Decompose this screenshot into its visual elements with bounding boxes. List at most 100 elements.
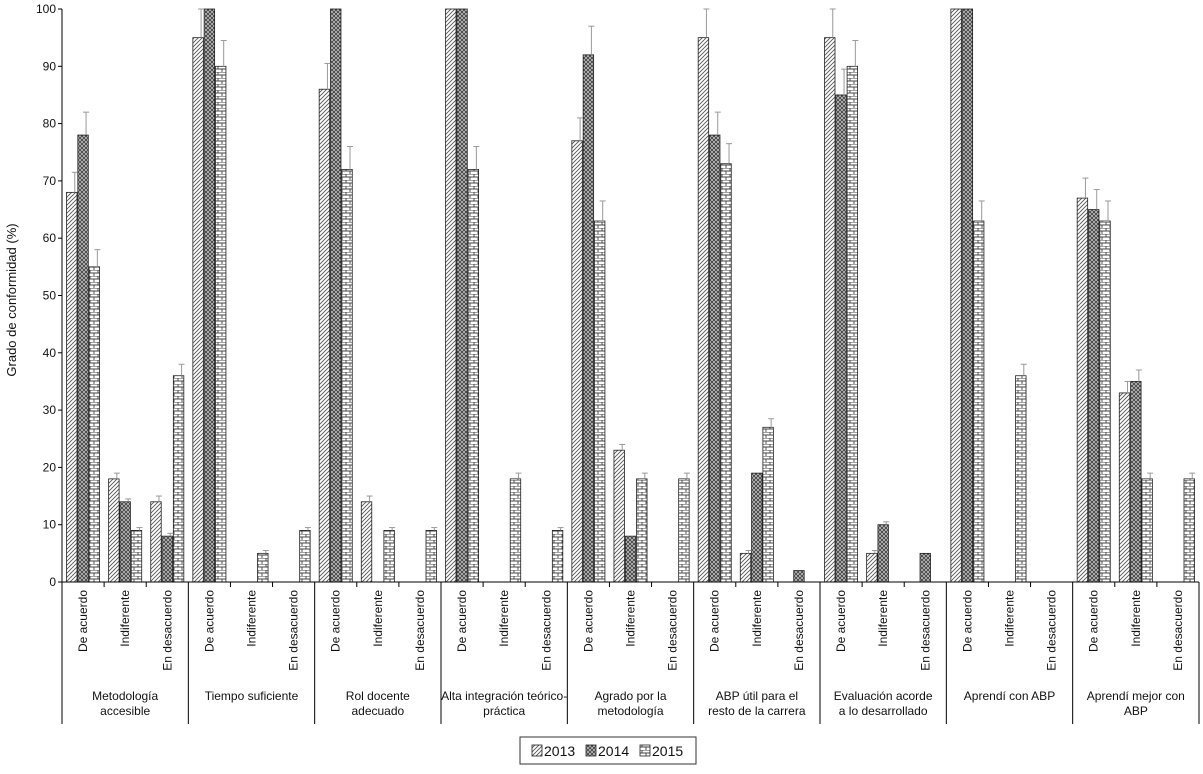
legend-label: 2014 bbox=[598, 743, 629, 759]
bar-2014 bbox=[877, 524, 889, 583]
response-label: De acuerdo bbox=[708, 590, 722, 652]
y-tick-label: 40 bbox=[43, 346, 57, 360]
group-label: Evaluación acorde bbox=[834, 689, 933, 703]
response-label: De acuerdo bbox=[76, 590, 90, 652]
bar-2015 bbox=[130, 530, 143, 583]
bar-2014 bbox=[919, 552, 931, 583]
error-bars bbox=[71, 8, 1196, 554]
response-label: Indiferente bbox=[1129, 590, 1143, 647]
legend-box bbox=[519, 736, 697, 765]
response-label: De acuerdo bbox=[1087, 590, 1101, 652]
bar-2015 bbox=[636, 478, 648, 583]
response-label: En desacuerdo bbox=[918, 590, 932, 671]
response-label: En desacuerdo bbox=[413, 590, 427, 671]
bar-2014 bbox=[961, 8, 974, 583]
group-label: resto de la carrera bbox=[708, 704, 806, 718]
group-label: metodología bbox=[597, 704, 663, 718]
bar-2015 bbox=[383, 530, 395, 583]
bar-2015 bbox=[762, 426, 774, 583]
y-tick-label: 100 bbox=[36, 2, 56, 16]
response-label: De acuerdo bbox=[834, 590, 848, 652]
bar-2014 bbox=[456, 8, 468, 583]
bar-2015 bbox=[467, 169, 480, 583]
response-label: Indiferente bbox=[371, 590, 385, 647]
response-label: Indiferente bbox=[118, 590, 132, 647]
bar-2014 bbox=[624, 535, 637, 583]
group-label: Metodología bbox=[92, 689, 158, 703]
group-label: Agrado por la bbox=[594, 689, 666, 703]
bar-2015 bbox=[509, 478, 522, 583]
response-label: En desacuerdo bbox=[539, 590, 553, 671]
bar-2015 bbox=[215, 65, 227, 583]
y-tick-label: 0 bbox=[49, 575, 56, 589]
bar-2015 bbox=[720, 163, 732, 583]
bar-2014 bbox=[330, 8, 342, 583]
bar-2014 bbox=[161, 535, 173, 583]
bar-2014 bbox=[203, 8, 216, 583]
response-label: Indiferente bbox=[245, 590, 259, 647]
group-label: accesible bbox=[100, 704, 150, 718]
group-label: Aprendí con ABP bbox=[964, 689, 1055, 703]
bar-2014 bbox=[77, 134, 89, 583]
y-axis-label: Grado de conformidad (%) bbox=[4, 223, 19, 376]
y-tick-label: 90 bbox=[43, 59, 57, 73]
response-label: En desacuerdo bbox=[1045, 590, 1059, 671]
bar-2014 bbox=[835, 94, 847, 583]
bar-2013 bbox=[150, 501, 162, 583]
response-label: Indiferente bbox=[876, 590, 890, 647]
y-tick-label: 50 bbox=[43, 289, 57, 303]
group-label: Tiempo suficiente bbox=[205, 689, 299, 703]
legend-label: 2015 bbox=[652, 743, 683, 759]
bar-2013 bbox=[739, 552, 752, 583]
group-label: adecuado bbox=[351, 704, 404, 718]
response-label: Indiferente bbox=[497, 590, 511, 647]
y-tick-label: 10 bbox=[43, 518, 57, 532]
bar-2015 bbox=[551, 530, 564, 583]
legend-swatch-2014 bbox=[585, 744, 597, 757]
group-label: ABP útil para el bbox=[716, 689, 799, 703]
bar-2013 bbox=[66, 191, 78, 583]
response-label: Indiferente bbox=[750, 590, 764, 647]
bar-2013 bbox=[950, 8, 962, 583]
legend-swatch-2015 bbox=[639, 744, 651, 757]
response-label: En desacuerdo bbox=[792, 590, 806, 671]
bar-2014 bbox=[1130, 381, 1142, 583]
response-label: De acuerdo bbox=[329, 590, 343, 652]
bar-2015 bbox=[299, 530, 311, 583]
legend-label: 2013 bbox=[544, 743, 575, 759]
bar-2014 bbox=[582, 54, 595, 583]
bar-2013 bbox=[1118, 392, 1131, 583]
legend-swatch-2013 bbox=[531, 744, 543, 757]
bars bbox=[66, 8, 1195, 583]
bar-2015 bbox=[846, 65, 859, 583]
bar-2015 bbox=[172, 375, 185, 583]
response-label: En desacuerdo bbox=[1171, 590, 1185, 671]
bar-2013 bbox=[1076, 197, 1089, 583]
y-tick-label: 20 bbox=[43, 460, 57, 474]
group-label: a lo desarrollado bbox=[839, 704, 928, 718]
group-label: Aprendí mejor con bbox=[1087, 689, 1185, 703]
bar-2015 bbox=[1015, 375, 1027, 583]
group-label: práctica bbox=[483, 704, 525, 718]
bar-2014 bbox=[709, 134, 721, 583]
bar-2015 bbox=[1141, 478, 1153, 583]
y-tick-label: 60 bbox=[43, 231, 57, 245]
bar-2015 bbox=[425, 530, 437, 583]
y-tick-label: 70 bbox=[43, 174, 57, 188]
bar-2013 bbox=[824, 37, 836, 583]
bar-2013 bbox=[866, 552, 878, 583]
response-label: En desacuerdo bbox=[666, 590, 680, 671]
bar-2013 bbox=[697, 37, 710, 583]
response-label: En desacuerdo bbox=[160, 590, 174, 671]
bar-2015 bbox=[257, 552, 269, 583]
bar-2014 bbox=[793, 570, 805, 583]
response-label: De acuerdo bbox=[202, 590, 216, 652]
y-tick-label: 80 bbox=[43, 117, 57, 131]
bar-2013 bbox=[108, 478, 120, 583]
bar-2013 bbox=[318, 88, 331, 583]
y-tick-label: 30 bbox=[43, 403, 57, 417]
bar-2015 bbox=[341, 169, 353, 583]
response-label: De acuerdo bbox=[455, 590, 469, 652]
group-label: ABP bbox=[1124, 704, 1148, 718]
